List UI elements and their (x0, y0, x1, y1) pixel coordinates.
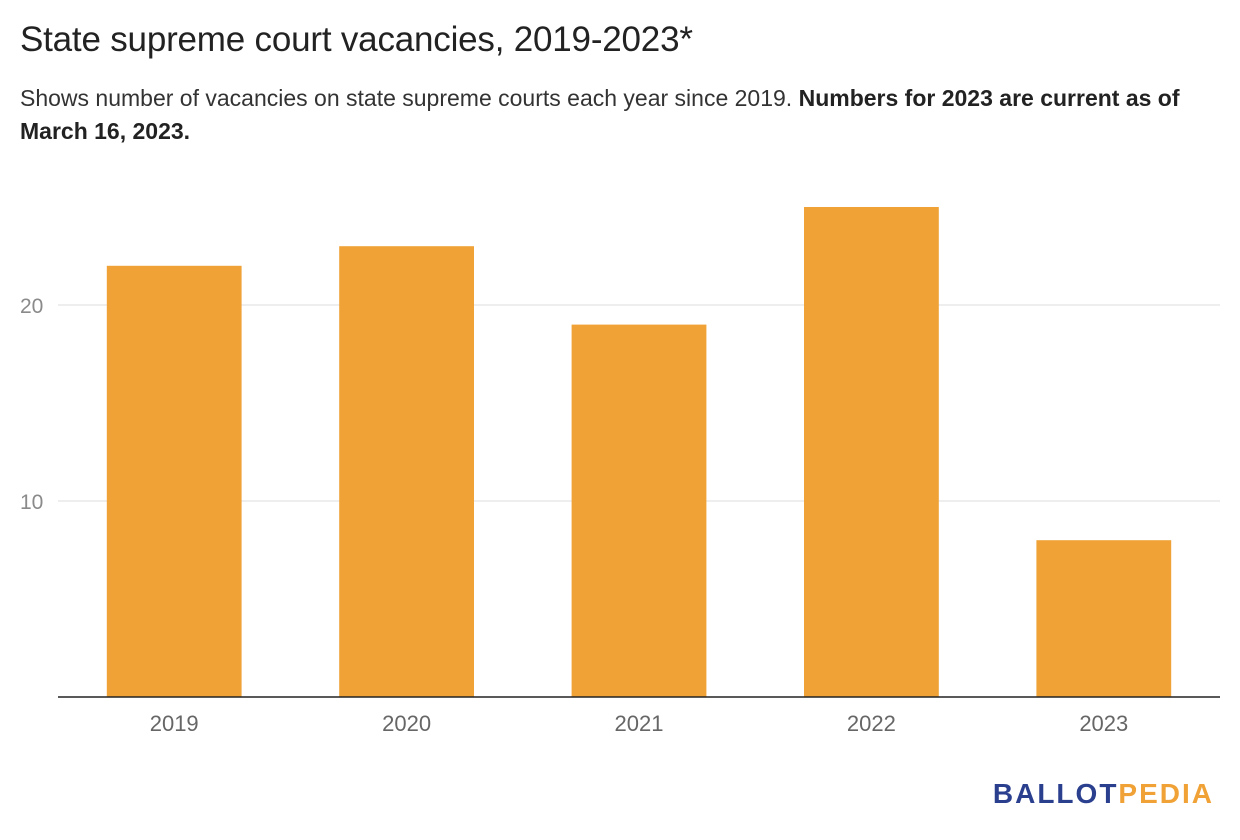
bar-2020 (339, 246, 474, 697)
logo-text-pedia: PEDIA (1118, 778, 1214, 809)
subtitle-plain-text: Shows number of vacancies on state supre… (20, 85, 799, 111)
subtitle-bold-text: Numbers for 2023 are current as of March… (20, 85, 1180, 144)
chart-title: State supreme court vacancies, 2019-2023… (20, 20, 693, 59)
chart-subtitle: Shows number of vacancies on state supre… (20, 82, 1220, 148)
x-tick-label-2023: 2023 (1079, 711, 1128, 736)
bar-2023 (1036, 540, 1172, 697)
ballotpedia-logo: BALLOTPEDIA (993, 778, 1214, 810)
bar-2021 (571, 324, 707, 697)
y-tick-label-10: 10 (20, 491, 43, 514)
x-tick-label-2022: 2022 (847, 711, 896, 736)
x-tick-label-2021: 2021 (615, 711, 664, 736)
y-tick-label-20: 20 (20, 295, 43, 318)
bar-2022 (804, 207, 939, 697)
x-tick-label-2020: 2020 (382, 711, 431, 736)
logo-text-ballot: BALLOT (992, 778, 1119, 809)
bars (106, 207, 1172, 697)
tick-labels: 10 20 2019 2020 2021 2022 2023 (20, 295, 1128, 736)
bar-2019 (106, 265, 242, 697)
x-tick-label-2019: 2019 (150, 711, 199, 736)
